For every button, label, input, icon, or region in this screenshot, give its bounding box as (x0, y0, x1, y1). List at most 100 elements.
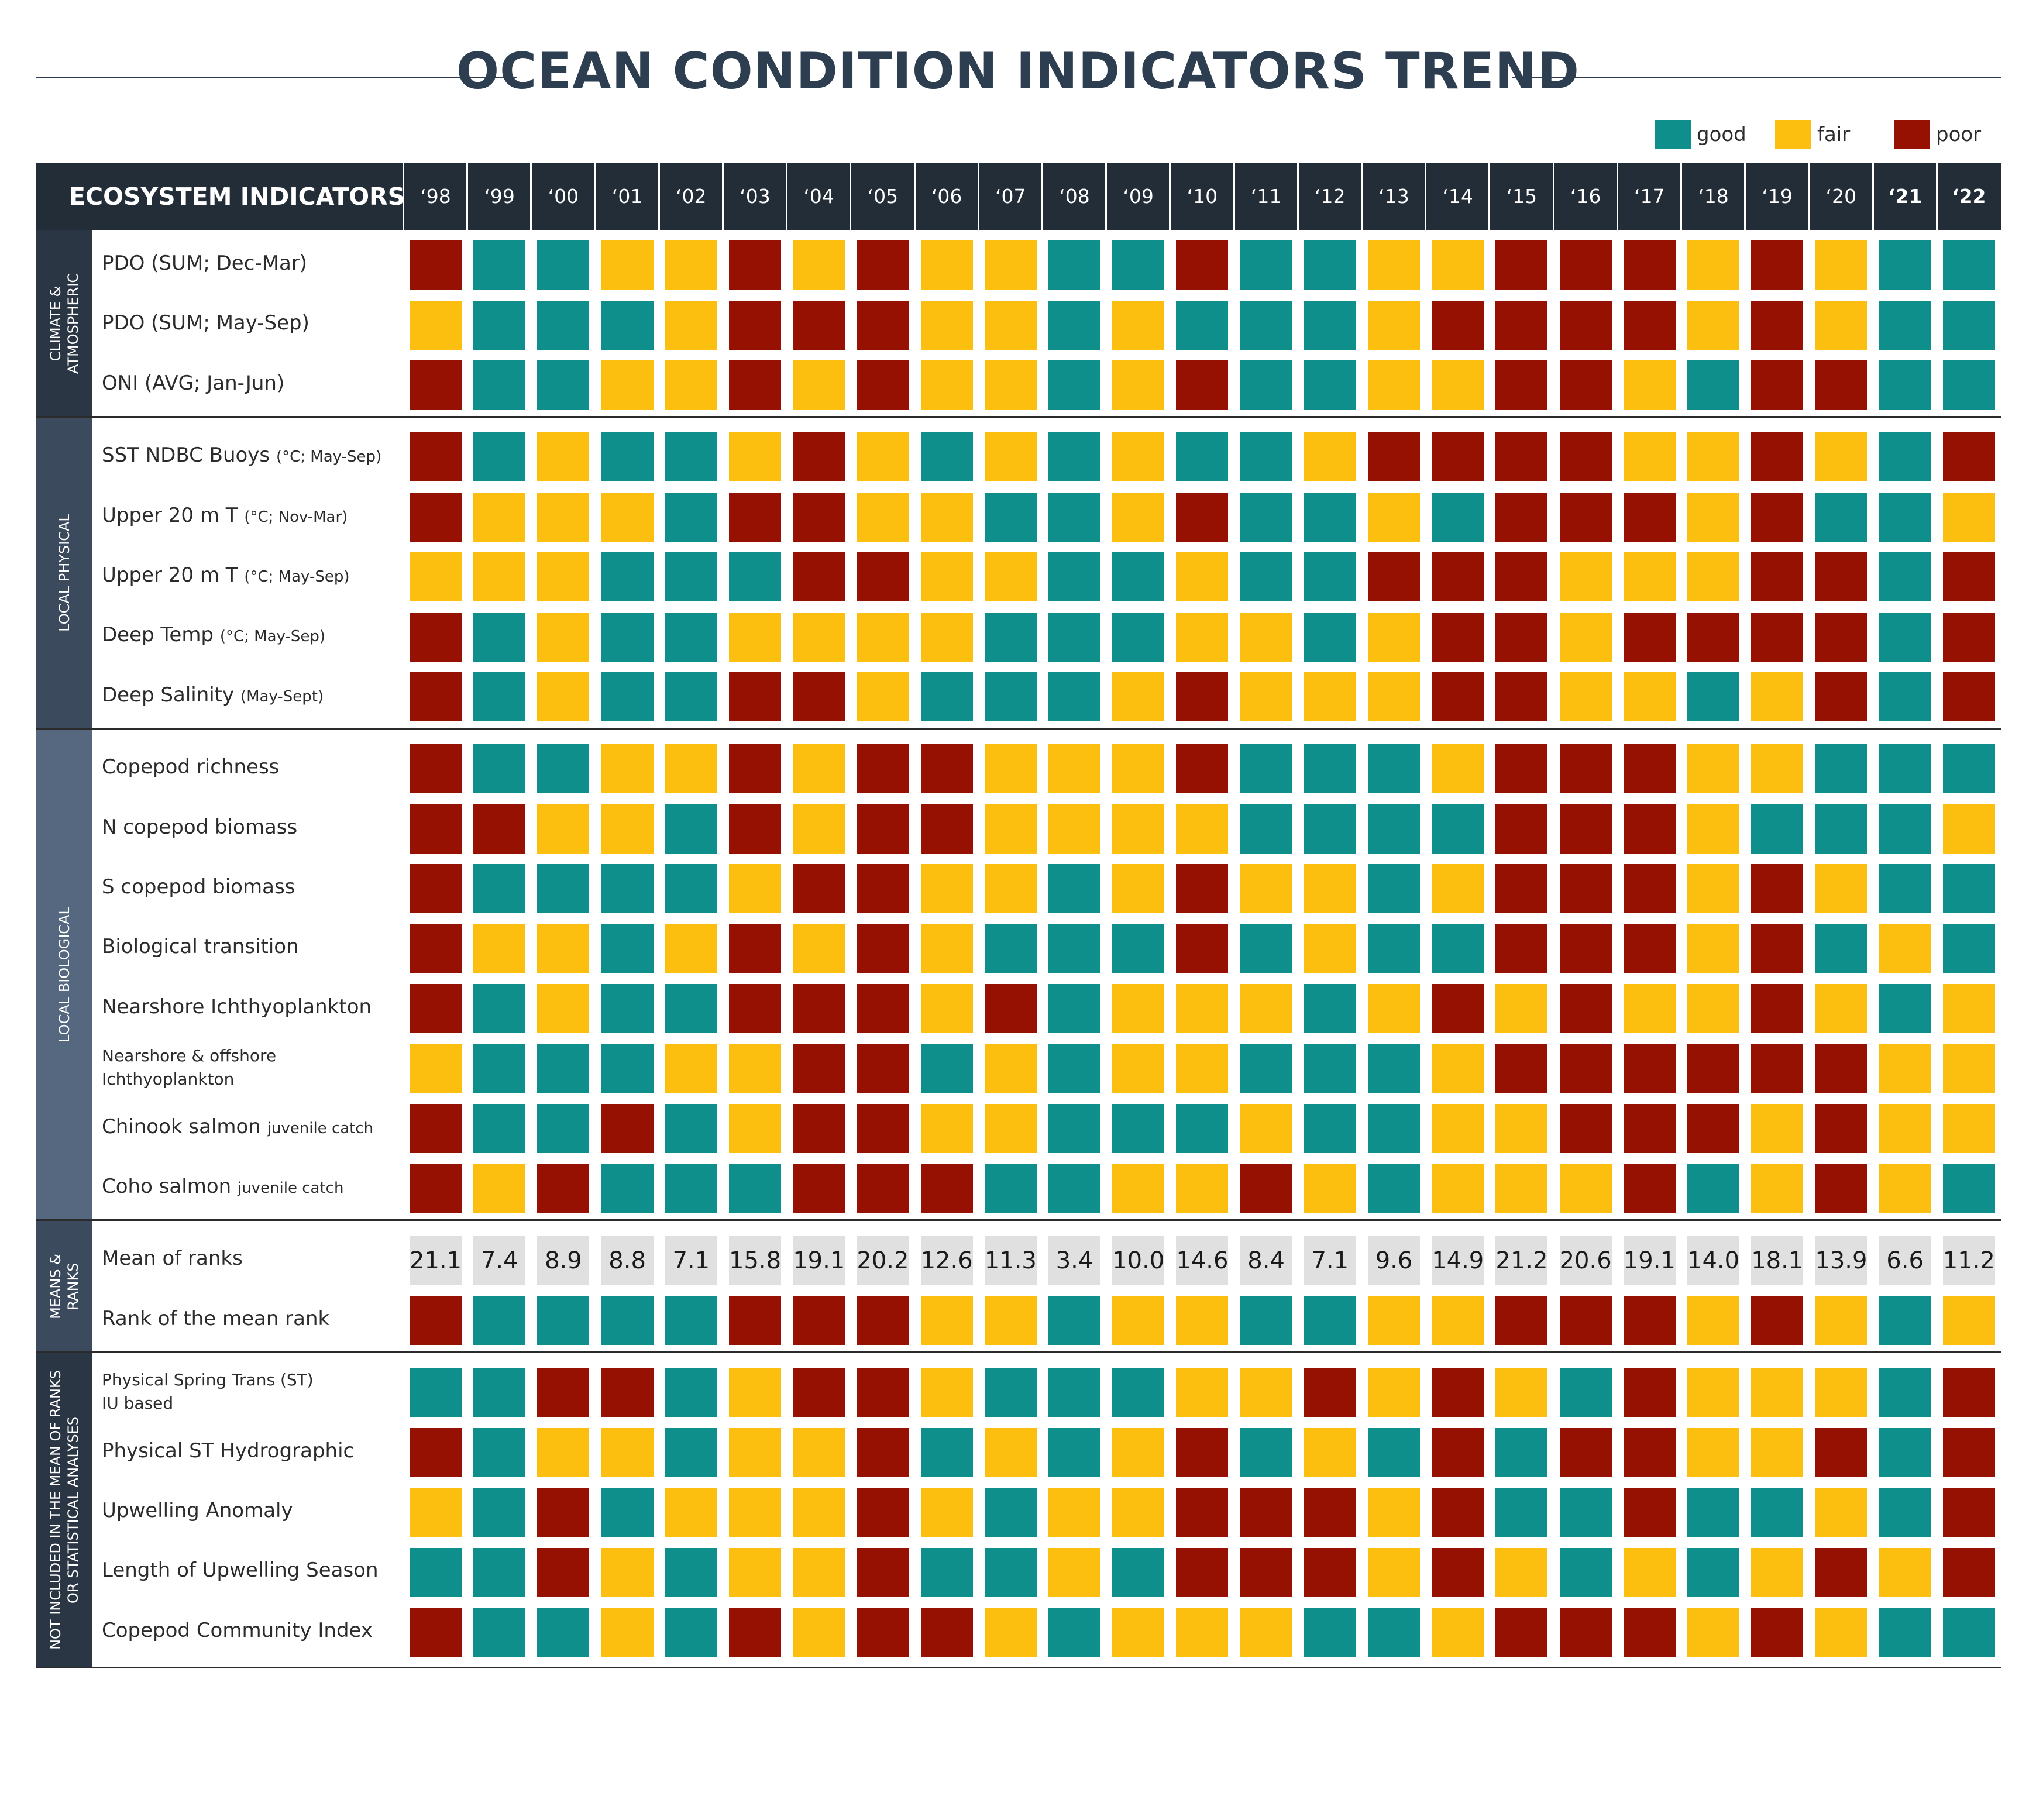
condition-cell-fair (1176, 1368, 1229, 1418)
condition-cell-fair (984, 360, 1037, 410)
condition-cell-fair (857, 492, 909, 542)
condition-cell-poor (1815, 552, 1868, 602)
condition-cell-poor (1623, 300, 1676, 350)
condition-cell-fair (920, 1103, 973, 1153)
condition-cell-good (537, 1103, 590, 1153)
condition-cell-poor (1751, 360, 1804, 410)
condition-cell-fair (1368, 240, 1420, 290)
condition-cell-good (665, 432, 717, 482)
condition-cell-fair (920, 864, 973, 914)
condition-cell-poor (793, 432, 845, 482)
row-label: Chinook salmon juvenile catch (102, 1114, 374, 1138)
condition-cell-fair (857, 612, 909, 662)
condition-cell-poor (729, 300, 781, 350)
condition-cell-good (1240, 1044, 1292, 1093)
condition-cell-fair (665, 1488, 717, 1537)
group-band: CLIMATE & ATMOSPHERIC (36, 230, 92, 417)
condition-cell-good (473, 1044, 526, 1093)
condition-cell-fair (1751, 1164, 1804, 1213)
condition-cell-fair (601, 804, 654, 854)
condition-cell-poor (1176, 240, 1229, 290)
condition-cell-poor (793, 300, 845, 350)
column-separator (977, 163, 979, 230)
condition-cell-fair (1942, 984, 1995, 1033)
condition-cell-fair (1240, 864, 1292, 914)
condition-cell-good (601, 300, 654, 350)
row-label: ONI (AVG; Jan-Jun) (102, 371, 285, 395)
column-separator (1361, 163, 1363, 230)
condition-cell-poor (1815, 1547, 1868, 1597)
column-separator (403, 163, 404, 230)
condition-cell-fair (601, 240, 654, 290)
condition-cell-poor (410, 240, 462, 290)
condition-cell-fair (984, 1427, 1037, 1477)
group-label: LOCAL PHYSICAL (56, 514, 73, 632)
condition-cell-good (1687, 672, 1739, 721)
condition-cell-fair (601, 1547, 654, 1597)
condition-cell-fair (1687, 1608, 1739, 1657)
condition-cell-fair (920, 984, 973, 1033)
group-divider (36, 728, 2001, 730)
condition-cell-fair (1304, 672, 1356, 721)
condition-cell-fair (1815, 984, 1868, 1033)
condition-cell-fair (1751, 1427, 1804, 1477)
year-label: ‘00 (548, 185, 579, 208)
condition-cell-good (473, 300, 526, 350)
condition-cell-poor (1815, 1427, 1868, 1477)
condition-cell-fair (1240, 1368, 1292, 1418)
condition-cell-good (1048, 1044, 1100, 1093)
condition-cell-good (1942, 1164, 1995, 1213)
condition-cell-good (1048, 1164, 1100, 1213)
condition-cell-poor (857, 744, 909, 794)
condition-cell-good (473, 360, 526, 410)
condition-cell-poor (1559, 924, 1612, 973)
condition-cell-poor (1942, 432, 1995, 482)
legend-label-fair: fair (1817, 123, 1851, 146)
condition-cell-good (1304, 240, 1356, 290)
condition-cell-poor (857, 1296, 909, 1345)
condition-cell-good (1304, 984, 1356, 1033)
mean-rank-value: 8.8 (601, 1236, 654, 1285)
condition-cell-fair (1432, 1103, 1484, 1153)
condition-cell-poor (1559, 360, 1612, 410)
condition-cell-poor (1559, 1427, 1612, 1477)
row-label: SST NDBC Buoys (°C; May-Sep) (102, 443, 382, 467)
condition-cell-good (473, 1427, 526, 1477)
column-separator (1233, 163, 1235, 230)
condition-cell-fair (473, 552, 526, 602)
condition-cell-fair (601, 1427, 654, 1477)
mean-rank-value: 21.2 (1495, 1236, 1547, 1285)
condition-cell-poor (1623, 1368, 1676, 1418)
condition-cell-poor (1559, 1103, 1612, 1153)
condition-cell-fair (665, 240, 717, 290)
condition-cell-fair (793, 1608, 845, 1657)
condition-cell-poor (1815, 360, 1868, 410)
condition-cell-good (1942, 300, 1995, 350)
condition-cell-fair (1112, 360, 1165, 410)
condition-cell-fair (1112, 1488, 1165, 1537)
condition-cell-fair (1112, 1044, 1165, 1093)
condition-cell-fair (1815, 1608, 1868, 1657)
condition-cell-poor (1432, 1547, 1484, 1597)
condition-cell-poor (1942, 612, 1995, 662)
condition-cell-good (1176, 1103, 1229, 1153)
column-separator (1552, 163, 1554, 230)
mean-rank-value: 7.4 (473, 1236, 526, 1285)
condition-cell-poor (729, 984, 781, 1033)
year-label: ‘12 (1315, 185, 1346, 208)
condition-cell-fair (537, 432, 590, 482)
condition-cell-fair (1112, 492, 1165, 542)
condition-cell-poor (1432, 672, 1484, 721)
mean-rank-value: 19.1 (793, 1236, 845, 1285)
mean-rank-value: 8.4 (1240, 1236, 1292, 1285)
condition-cell-poor (1176, 864, 1229, 914)
condition-cell-poor (1495, 360, 1548, 410)
condition-cell-good (473, 1103, 526, 1153)
condition-cell-poor (1751, 1044, 1804, 1093)
condition-cell-fair (1687, 300, 1739, 350)
condition-cell-poor (1495, 1296, 1548, 1345)
condition-cell-fair (920, 1368, 973, 1418)
column-separator (1808, 163, 1810, 230)
row-label: Length of Upwelling Season (102, 1558, 379, 1582)
condition-cell-poor (410, 864, 462, 914)
